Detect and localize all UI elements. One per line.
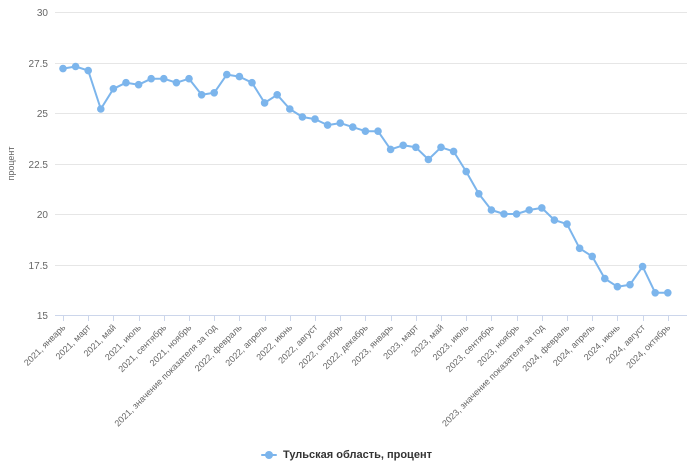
data-point[interactable] xyxy=(323,121,332,129)
data-point[interactable] xyxy=(399,141,408,150)
data-point[interactable] xyxy=(260,99,269,107)
y-tick-label: 25 xyxy=(37,109,49,120)
data-point[interactable] xyxy=(134,80,143,89)
data-point[interactable] xyxy=(462,167,471,176)
data-point[interactable] xyxy=(235,72,244,81)
data-point[interactable] xyxy=(147,74,155,83)
y-tick-label: 15 xyxy=(37,311,49,322)
data-point[interactable] xyxy=(424,155,433,164)
y-tick-label: 22.5 xyxy=(29,160,49,171)
data-point[interactable] xyxy=(664,289,672,297)
data-point[interactable] xyxy=(298,113,307,121)
data-point[interactable] xyxy=(160,74,168,83)
data-point[interactable] xyxy=(210,89,218,97)
data-point[interactable] xyxy=(651,289,659,297)
data-point[interactable] xyxy=(575,244,584,253)
data-point[interactable] xyxy=(97,105,105,113)
data-point[interactable] xyxy=(59,64,67,73)
data-point[interactable] xyxy=(538,204,546,212)
y-tick-label: 30 xyxy=(37,8,49,19)
data-point[interactable] xyxy=(588,252,596,261)
legend-item[interactable]: Тульская область, процент xyxy=(0,449,693,461)
data-point[interactable] xyxy=(475,190,483,198)
series-line xyxy=(62,65,669,294)
data-point[interactable] xyxy=(563,220,571,228)
data-point[interactable] xyxy=(525,206,533,214)
data-point[interactable] xyxy=(638,262,647,271)
data-point[interactable] xyxy=(197,91,206,99)
data-point[interactable] xyxy=(412,143,420,152)
data-point[interactable] xyxy=(349,123,357,131)
data-point[interactable] xyxy=(84,66,92,75)
data-point[interactable] xyxy=(286,105,294,113)
x-tick-label: 2024, октябрь xyxy=(624,322,672,370)
data-point[interactable] xyxy=(550,216,559,224)
data-point[interactable] xyxy=(437,143,445,152)
data-point[interactable] xyxy=(626,280,634,289)
data-point[interactable] xyxy=(613,282,622,291)
data-point[interactable] xyxy=(273,91,282,99)
data-point[interactable] xyxy=(172,78,181,87)
data-point[interactable] xyxy=(487,206,496,214)
legend-series-label: Тульская область, процент xyxy=(283,449,432,461)
data-point[interactable] xyxy=(601,274,609,283)
data-point[interactable] xyxy=(71,62,80,71)
data-point[interactable] xyxy=(311,115,319,123)
data-point[interactable] xyxy=(223,70,231,79)
y-tick-label: 27.5 xyxy=(29,59,49,70)
y-tick-label: 20 xyxy=(37,210,49,221)
data-point[interactable] xyxy=(109,85,118,93)
y-axis-title: процент xyxy=(6,146,16,180)
data-point[interactable] xyxy=(449,147,458,156)
data-point[interactable] xyxy=(185,74,193,83)
data-point[interactable] xyxy=(500,210,508,218)
data-point[interactable] xyxy=(122,78,130,87)
y-tick-label: 17.5 xyxy=(29,261,49,272)
data-point[interactable] xyxy=(374,127,382,135)
legend-series-marker-icon xyxy=(261,451,278,459)
data-point[interactable] xyxy=(512,210,521,218)
data-point[interactable] xyxy=(361,127,370,135)
data-point[interactable] xyxy=(248,78,256,87)
data-point[interactable] xyxy=(336,119,345,127)
data-point[interactable] xyxy=(386,145,395,154)
